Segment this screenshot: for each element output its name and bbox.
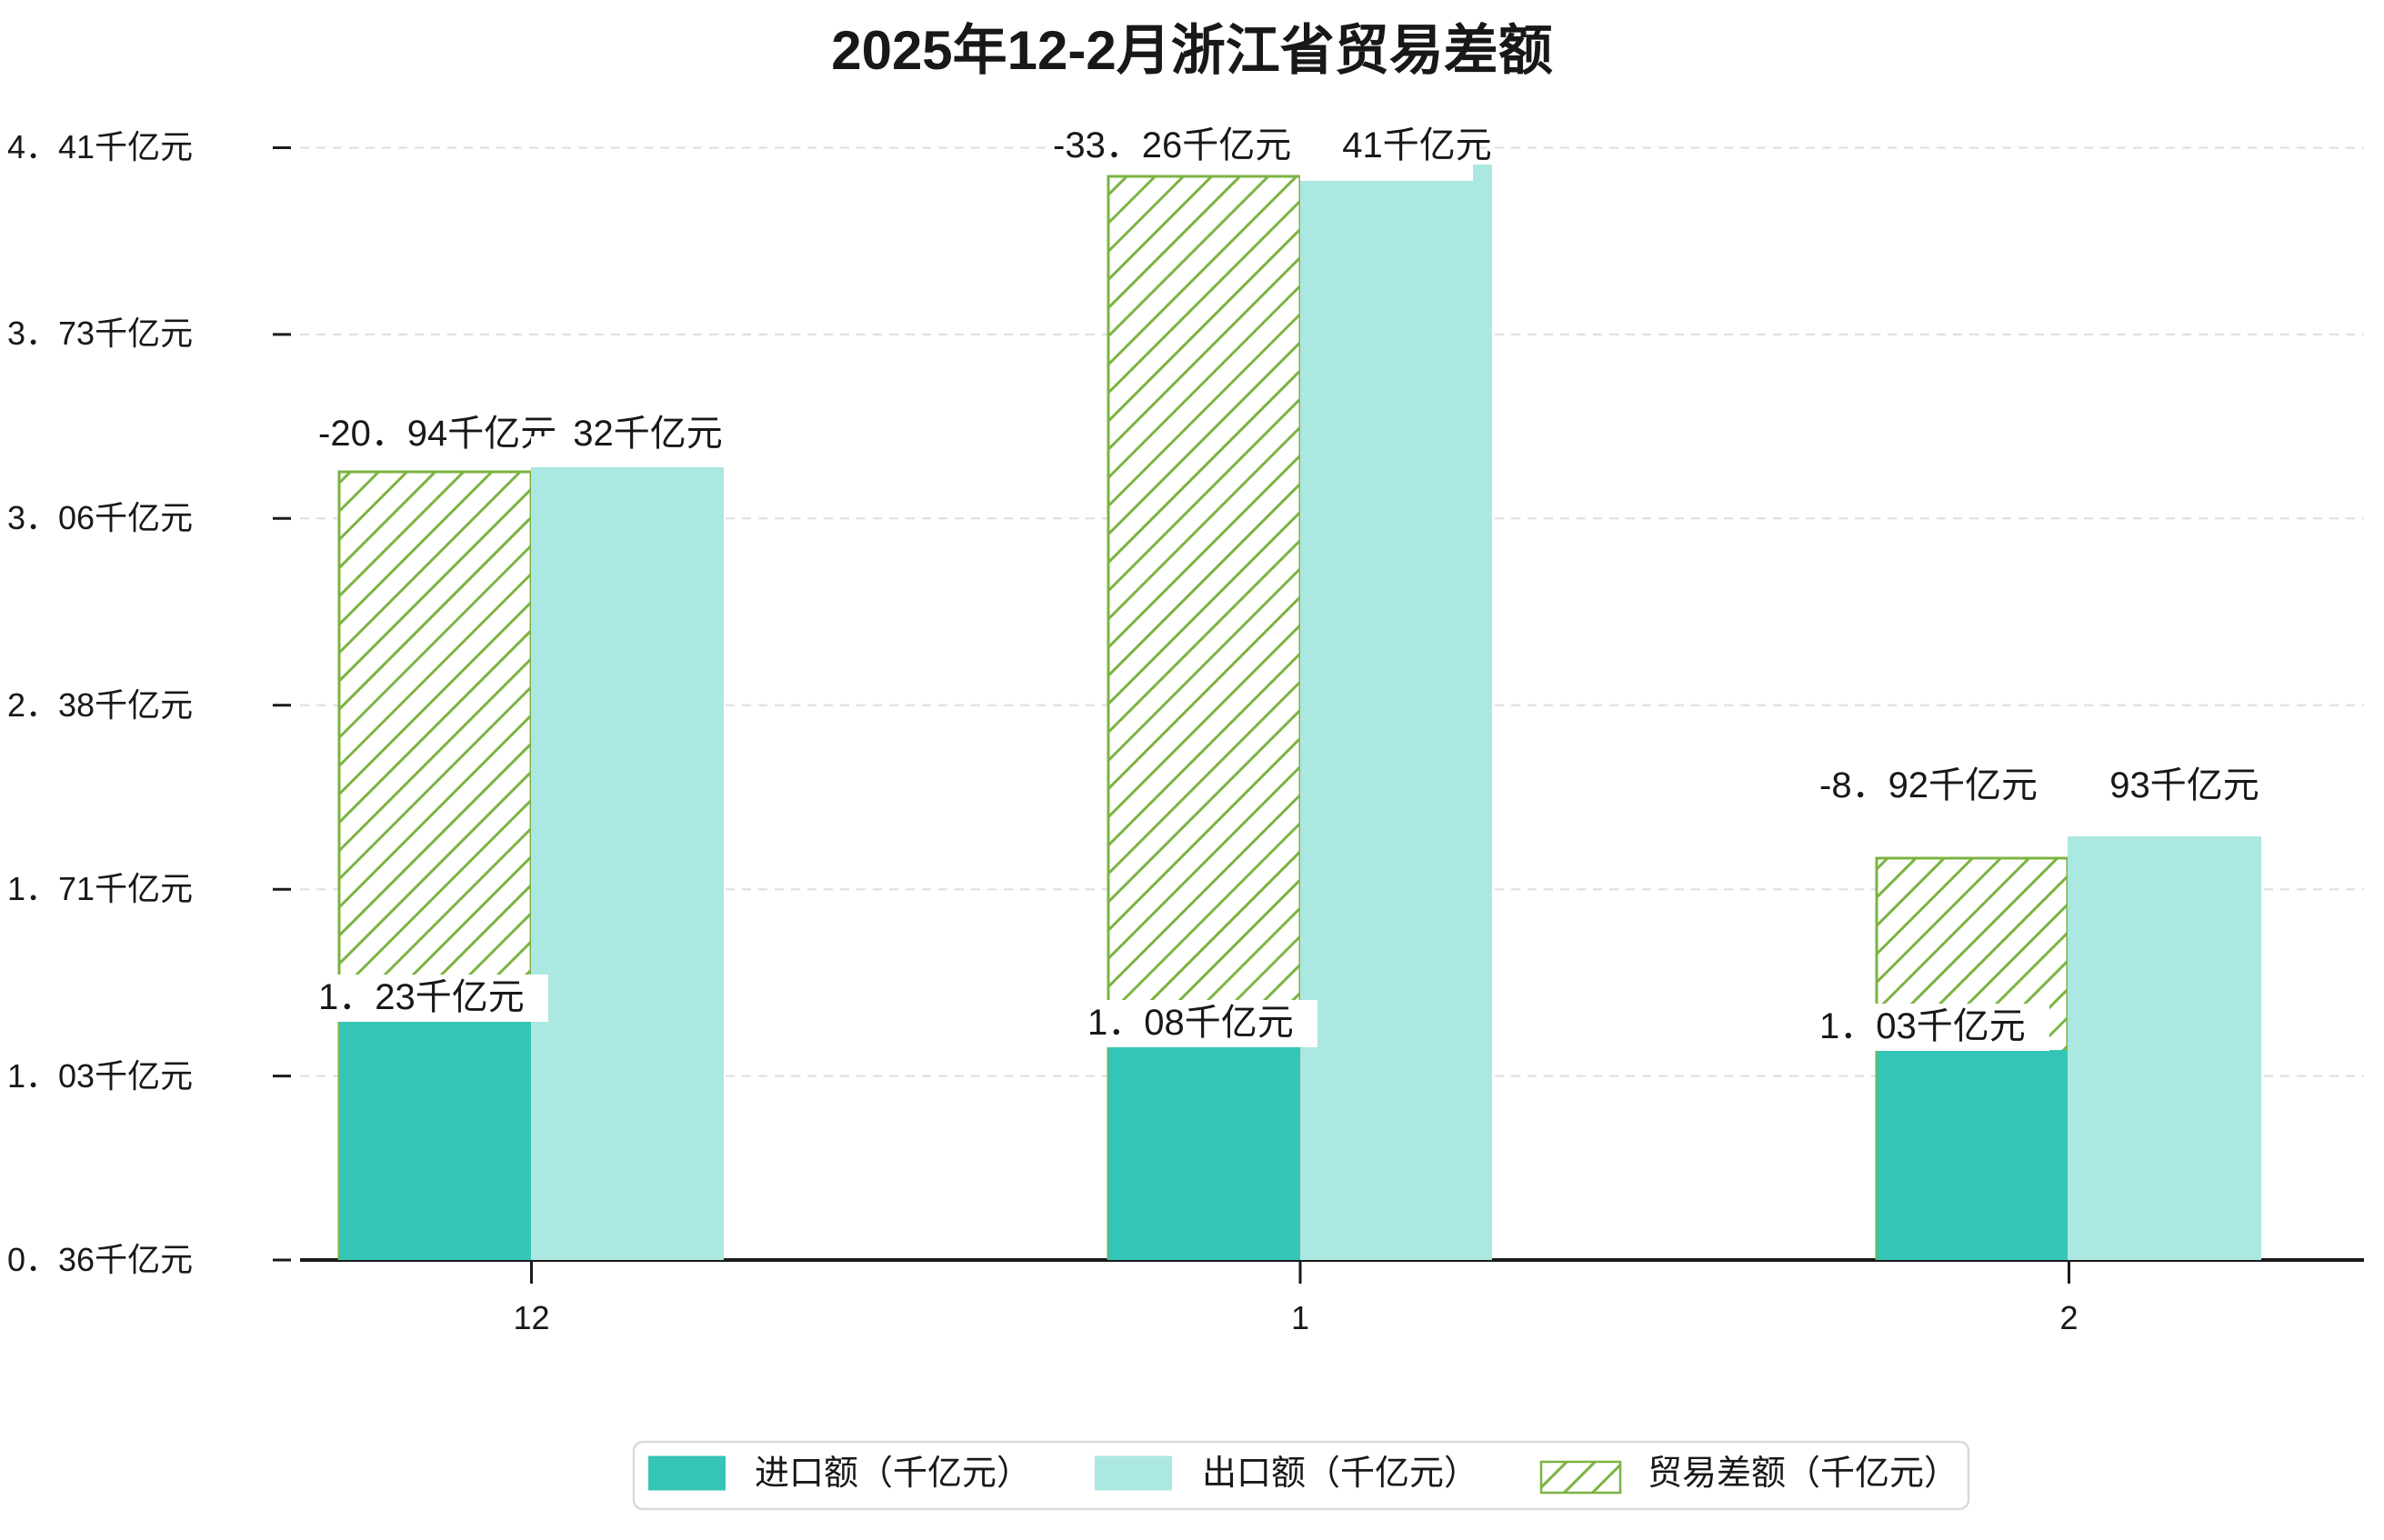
svg-text:贸易差额（千亿元）: 贸易差额（千亿元） [1648,1455,1958,1493]
svg-text:3．73千亿元: 3．73千亿元 [7,315,193,352]
svg-text:2．38千亿元: 2．38千亿元 [7,686,193,724]
svg-text:出口额（千亿元）: 出口额（千亿元） [1202,1455,1478,1493]
svg-text:1: 1 [1291,1299,1309,1336]
svg-text:3．06千亿元: 3．06千亿元 [7,499,193,536]
svg-text:12: 12 [513,1299,549,1336]
svg-text:-20．94千亿元: -20．94千亿元 [318,414,556,454]
svg-text:-8．92千亿元: -8．92千亿元 [1819,765,2038,805]
svg-text:1．71千亿元: 1．71千亿元 [7,870,193,907]
svg-text:2025年12-2月浙江省贸易差额: 2025年12-2月浙江省贸易差额 [831,20,1553,81]
svg-text:进口额（千亿元）: 进口额（千亿元） [755,1455,1031,1493]
svg-text:0．36千亿元: 0．36千亿元 [7,1241,193,1278]
svg-text:1．23千亿元: 1．23千亿元 [318,977,525,1017]
svg-text:2: 2 [2059,1299,2078,1336]
svg-text:4．41千亿元: 4．41千亿元 [7,128,193,165]
svg-text:1．03千亿元: 1．03千亿元 [7,1057,193,1095]
svg-text:-33．26千亿元: -33．26千亿元 [1053,125,1291,165]
svg-text:1．08千亿元: 1．08千亿元 [1087,1003,1294,1043]
svg-text:1．03千亿元: 1．03千亿元 [1819,1006,2026,1046]
